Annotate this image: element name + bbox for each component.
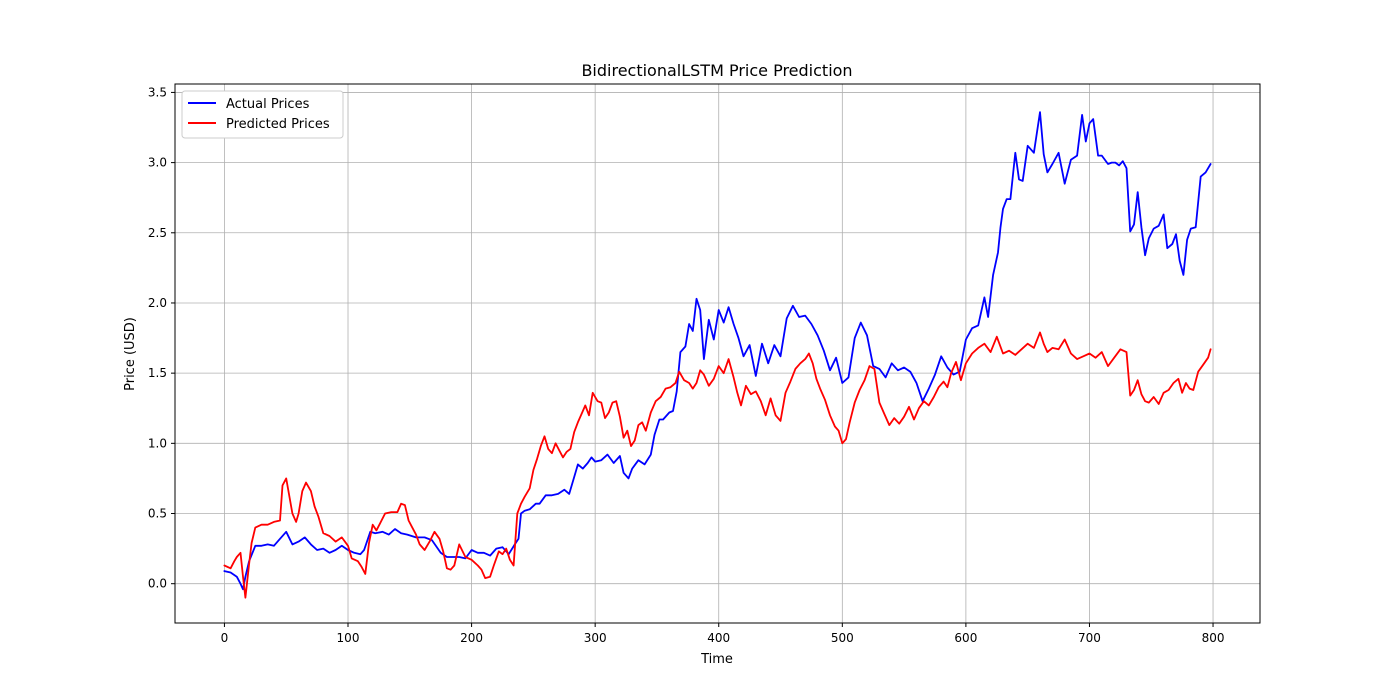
legend-label-predicted: Predicted Prices: [226, 117, 330, 132]
legend: Actual Prices Predicted Prices: [181, 90, 344, 139]
y-tick-label: 1.5: [148, 366, 167, 380]
x-tick-label: 200: [460, 631, 483, 645]
y-tick-label: 3.5: [148, 85, 167, 99]
series-line-predicted: [223, 331, 1212, 599]
grid: [175, 84, 1260, 623]
x-axis-label: Time: [700, 652, 733, 667]
chart-title: BidirectionalLSTM Price Prediction: [581, 61, 852, 80]
legend-frame: [181, 90, 344, 139]
y-tick-label: 1.0: [148, 436, 167, 450]
y-tick-label: 2.0: [148, 296, 167, 310]
x-tick-label: 100: [337, 631, 360, 645]
y-tick-label: 2.5: [148, 226, 167, 240]
plot-frame: [174, 83, 1261, 624]
x-tick-label: 300: [584, 631, 607, 645]
x-tick-label: 800: [1202, 631, 1225, 645]
x-tick-label: 0: [221, 631, 229, 645]
axis-ticks: 0 100 200 300 400 500 600 700 800 0.0 0.5 1.0 1.5 2.0…: [148, 85, 1225, 645]
series-layer: [223, 111, 1212, 599]
y-tick-label: 0.5: [148, 507, 167, 521]
x-tick-label: 600: [954, 631, 977, 645]
x-tick-label: 500: [831, 631, 854, 645]
x-tick-label: 700: [1078, 631, 1101, 645]
series-line-actual: [223, 111, 1212, 591]
y-axis-label: Price (USD): [123, 317, 138, 391]
y-tick-label: 0.0: [148, 577, 167, 591]
y-tick-label: 3.0: [148, 156, 167, 170]
legend-label-actual: Actual Prices: [226, 97, 310, 112]
x-tick-label: 400: [707, 631, 730, 645]
